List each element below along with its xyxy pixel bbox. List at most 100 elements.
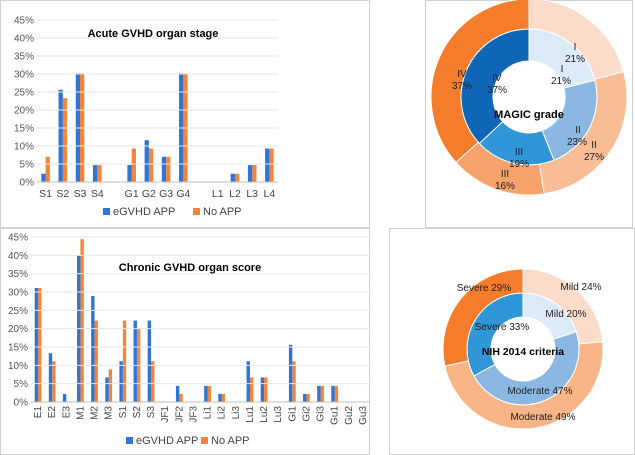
chronic-xtick-label: Gi3 — [316, 406, 327, 422]
acute-xtick-label: G2 — [142, 188, 156, 200]
acute-ytick-label: 5% — [20, 160, 35, 171]
acute-xtick-label: G3 — [159, 188, 173, 200]
chronic-xtick-label: Gi1 — [287, 406, 298, 422]
acute-bar-egvhd-s1 — [41, 173, 46, 182]
chronic-xtick-label: E1 — [33, 406, 44, 419]
chronic-xtick-label: M2 — [90, 406, 101, 420]
chronic-xtick-label: JF3 — [188, 406, 199, 423]
chronic-bar-noapp-e2 — [52, 361, 56, 402]
acute-xtick-label: S1 — [39, 188, 52, 200]
chronic-ytick-label: 10% — [8, 361, 28, 372]
acute-xtick-label: L3 — [246, 188, 258, 200]
acute-chart-title: Acute GVHD organ stage — [88, 28, 219, 40]
chronic-bar-egvhd-e3 — [62, 393, 67, 402]
magic-outer-label-iii-pct: 16% — [495, 181, 515, 192]
acute-ytick-label: 10% — [14, 142, 34, 153]
chronic-xtick-label: JF2 — [174, 406, 185, 423]
nih-inner-label-severe: Severe 33% — [475, 322, 530, 333]
magic-inner-label-i-pct: 21% — [551, 76, 571, 87]
chronic-bar-egvhd-m2 — [91, 296, 95, 402]
magic-outer-label-ii-pct: 27% — [584, 152, 604, 163]
acute-bar-noapp-l3 — [252, 165, 257, 182]
chronic-bar-egvhd-gi3 — [317, 385, 321, 402]
chronic-bar-noapp-li2 — [221, 393, 226, 402]
chronic-ytick-label: 40% — [8, 251, 28, 262]
magic-outer-label-iv-grade: IV — [457, 69, 467, 80]
chronic-ytick-label: 35% — [8, 269, 28, 280]
chronic-xtick-label: Li2 — [217, 406, 228, 420]
chronic-xtick-label: Li3 — [231, 406, 242, 420]
chronic-xtick-label: Lu1 — [245, 406, 256, 423]
chronic-bar-noapp-m1 — [80, 239, 84, 402]
nih-outer-label-severe: Severe 29% — [457, 283, 512, 294]
acute-bar-noapp-l4 — [269, 148, 274, 182]
chronic-ytick-label: 45% — [8, 233, 28, 244]
chronic-bar-noapp-gi3 — [320, 385, 324, 402]
chronic-xtick-label: Li1 — [203, 406, 214, 420]
chronic-xtick-label: Gu3 — [358, 406, 369, 425]
acute-ytick-label: 0% — [20, 178, 35, 189]
chronic-bar-noapp-li1 — [207, 385, 211, 402]
chronic-ytick-label: 25% — [8, 306, 28, 317]
acute-xtick-label: G4 — [176, 188, 190, 200]
chronic-bar-egvhd-gi2 — [303, 393, 307, 402]
magic-outer-slice-2 — [455, 141, 545, 196]
acute-ytick-label: 30% — [14, 70, 34, 81]
magic-outer-label-i-pct: 21% — [565, 54, 585, 65]
acute-bar-noapp-s4 — [97, 165, 102, 182]
magic-outer-label-iii-grade: III — [501, 169, 509, 180]
magic-inner-label-iv-pct: 37% — [487, 85, 507, 96]
acute-xtick-label: L1 — [212, 188, 224, 200]
chronic-chart-title: Chronic GVHD organ score — [119, 262, 261, 274]
acute-bar-egvhd-g3 — [161, 156, 167, 182]
chronic-xtick-label: S2 — [132, 406, 143, 419]
chronic-xtick-label: E3 — [61, 406, 72, 419]
chronic-legend-swatch-noapp — [201, 437, 208, 444]
acute-xtick-label: L2 — [229, 188, 241, 200]
chronic-xtick-label: Lu3 — [273, 406, 284, 423]
magic-outer-label-iv-pct: 37% — [452, 81, 472, 92]
chronic-bar-noapp-lu1 — [249, 377, 254, 402]
acute-ytick-label: 45% — [14, 16, 34, 27]
acute-ytick-label: 40% — [14, 34, 34, 45]
acute-bar-noapp-s2 — [62, 98, 68, 182]
acute-xtick-label: S4 — [91, 188, 104, 200]
chronic-bar-egvhd-gi1 — [288, 344, 293, 402]
chronic-bar-noapp-m3 — [108, 369, 113, 402]
chronic-bar-noapp-gu1 — [334, 385, 339, 402]
nih-outer-label-moderate: Moderate 49% — [510, 412, 575, 423]
magic-inner-label-iv-grade: IV — [492, 73, 502, 84]
acute-bar-noapp-g3 — [166, 156, 171, 182]
nih-center-title: NIH 2014 criteria — [482, 346, 564, 358]
magic-outer-slice-3 — [430, 0, 530, 164]
acute-bar-noapp-g2 — [148, 148, 154, 182]
chronic-xtick-label: Lu2 — [259, 406, 270, 423]
acute-ytick-label: 20% — [14, 106, 34, 117]
acute-bar-noapp-s1 — [45, 156, 50, 182]
acute-legend-label-egvhd: eGVHD APP — [113, 206, 175, 218]
chronic-xtick-label: Gu2 — [344, 406, 355, 425]
chronic-legend-swatch-egvhd — [126, 437, 133, 444]
chronic-ytick-label: 5% — [14, 379, 29, 390]
acute-bar-egvhd-l4 — [265, 148, 270, 182]
acute-xtick-label: S3 — [74, 188, 87, 200]
chronic-bar-noapp-lu2 — [264, 377, 268, 402]
chronic-bar-egvhd-e1 — [34, 287, 39, 402]
chronic-bar-noapp-gi1 — [292, 361, 296, 402]
acute-ytick-label: 15% — [14, 124, 34, 135]
chronic-bar-noapp-jf2 — [179, 393, 183, 402]
chronic-bar-noapp-gi2 — [306, 393, 310, 402]
chronic-legend-label-egvhd: eGVHD APP — [136, 435, 198, 447]
chronic-xtick-label: JF1 — [160, 406, 171, 423]
magic-outer-slice-0 — [528, 0, 625, 80]
nih-inner-label-moderate: Moderate 47% — [507, 386, 572, 397]
acute-bar-noapp-l2 — [234, 173, 240, 182]
nih-inner-label-mild: Mild 20% — [545, 309, 586, 320]
chronic-xtick-label: M3 — [104, 406, 115, 420]
chronic-xtick-label: Gi2 — [301, 406, 312, 422]
chronic-bar-egvhd-s2 — [133, 320, 137, 402]
acute-bar-egvhd-s4 — [92, 165, 98, 182]
chronic-bar-egvhd-s1 — [119, 361, 123, 402]
chronic-bar-egvhd-s3 — [147, 320, 152, 402]
acute-bar-egvhd-g2 — [144, 140, 149, 182]
